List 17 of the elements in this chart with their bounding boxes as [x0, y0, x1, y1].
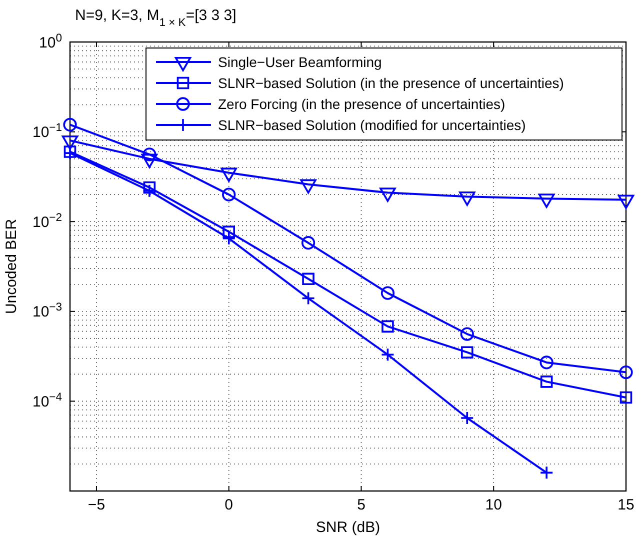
legend-label: Zero Forcing (in the presence of uncertainties)	[218, 96, 506, 112]
x-tick-label: −5	[88, 496, 106, 514]
x-tick-label: 0	[224, 496, 234, 514]
y-tick-label: 10$^{0}$	[39, 32, 62, 52]
legend-label: SLNR−based Solution (in the presence of uncertainties)	[218, 74, 564, 91]
x-tick-label: 15	[618, 496, 634, 514]
y-tick-label: 10$^{−2}$	[32, 212, 62, 231]
y-tick-label: 10$^{−4}$	[32, 391, 62, 410]
x-axis-title: SNR (dB)	[316, 519, 380, 536]
y-tick-label: 10$^{−1}$	[32, 122, 62, 142]
chart-title: N=9, K=3, M$_{1 × K}$=[3 3 3]	[75, 7, 236, 29]
x-tick-label: 5	[357, 496, 366, 514]
y-tick-label: 10$^{−3}$	[32, 302, 62, 321]
y-axis-title: Uncoded BER	[3, 218, 20, 314]
legend-label: SLNR−based Solution (modified for uncertainties)	[218, 116, 526, 133]
legend-label: Single−User Beamforming	[218, 54, 382, 70]
x-tick-label: 10	[485, 496, 502, 514]
